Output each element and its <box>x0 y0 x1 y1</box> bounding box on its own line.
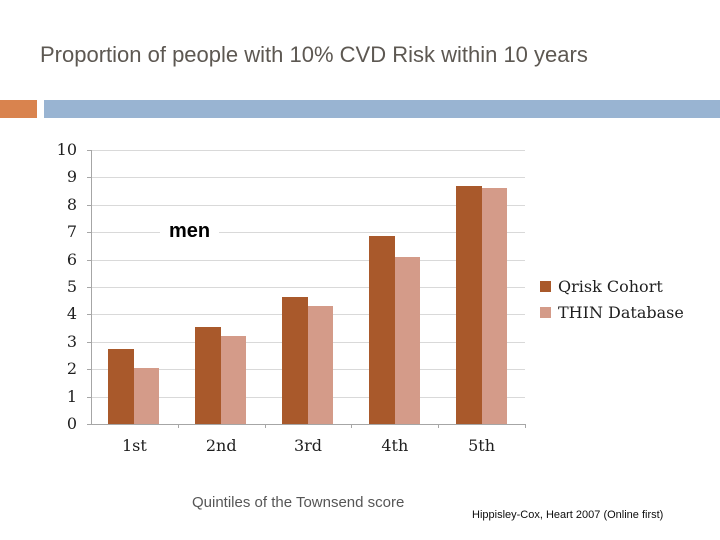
bar-qrisk-cohort-4th <box>368 236 395 424</box>
y-axis-tick <box>87 314 91 316</box>
y-axis-tick <box>87 369 91 371</box>
y-axis-label: 2 <box>66 359 77 379</box>
attribution-text: Hippisley-Cox, Heart 2007 (Online first) <box>472 509 664 521</box>
gridline <box>91 259 525 261</box>
bar-thin-database-1st <box>134 367 160 424</box>
y-axis-label: 9 <box>66 167 77 187</box>
bar-thin-database-5th <box>481 188 507 424</box>
gridline <box>91 204 525 206</box>
x-axis-tick <box>438 424 440 428</box>
x-axis-label: 3rd <box>293 436 323 455</box>
x-axis-tick <box>264 424 266 428</box>
y-axis-label: 5 <box>66 277 77 296</box>
x-axis-caption: Quintiles of the Townsend score <box>192 494 405 511</box>
y-axis-tick <box>87 259 91 261</box>
bar-qrisk-cohort-2nd <box>195 326 222 424</box>
bar-qrisk-cohort-5th <box>455 185 482 424</box>
y-axis-label: 0 <box>66 414 77 433</box>
y-axis-label: 3 <box>66 331 77 351</box>
legend-swatch-icon <box>540 281 551 292</box>
gridline <box>91 232 525 234</box>
bar-qrisk-cohort-3rd <box>282 296 308 424</box>
y-axis-label: 1 <box>66 386 77 406</box>
x-axis-tick <box>351 424 353 428</box>
legend-item: THIN Database <box>540 303 684 322</box>
y-axis-tick <box>87 177 91 179</box>
gridline <box>91 287 525 288</box>
y-axis-label: 6 <box>66 249 77 269</box>
x-axis-line <box>87 424 525 425</box>
y-axis-tick <box>87 287 91 288</box>
slide-title: Proportion of people with 10% CVD Risk w… <box>40 42 588 67</box>
y-axis-tick <box>87 232 91 234</box>
title-underline-bar <box>44 100 720 118</box>
y-axis-label: 4 <box>66 304 77 324</box>
bar-thin-database-3rd <box>308 306 333 424</box>
accent-square <box>0 100 37 118</box>
x-axis-label: 5th <box>468 436 496 455</box>
y-axis-tick <box>87 204 91 206</box>
x-axis-tick <box>177 424 179 428</box>
legend-label: Qrisk Cohort <box>558 277 663 296</box>
legend-label: THIN Database <box>558 303 684 322</box>
y-axis-label: 8 <box>66 194 77 214</box>
legend-swatch-icon <box>540 307 551 318</box>
x-axis-tick <box>525 424 526 428</box>
legend-item: Qrisk Cohort <box>540 277 684 296</box>
gridline <box>91 150 525 151</box>
bar-thin-database-2nd <box>221 336 247 424</box>
y-axis-tick <box>87 396 91 398</box>
x-axis-label: 4th <box>381 436 409 455</box>
chart-annotation-men: men <box>160 220 220 243</box>
bar-qrisk-cohort-1st <box>108 348 135 424</box>
x-axis-label: 1st <box>121 436 147 455</box>
x-axis-label: 2nd <box>205 436 237 455</box>
chart-legend: Qrisk Cohort THIN Database <box>540 277 684 329</box>
y-axis-tick <box>87 341 91 343</box>
y-axis-line <box>91 150 92 424</box>
y-axis-tick <box>87 150 91 151</box>
y-axis-label: 7 <box>66 222 77 242</box>
y-axis-label: 10 <box>56 140 77 159</box>
bar-thin-database-4th <box>394 256 420 424</box>
gridline <box>91 177 525 179</box>
